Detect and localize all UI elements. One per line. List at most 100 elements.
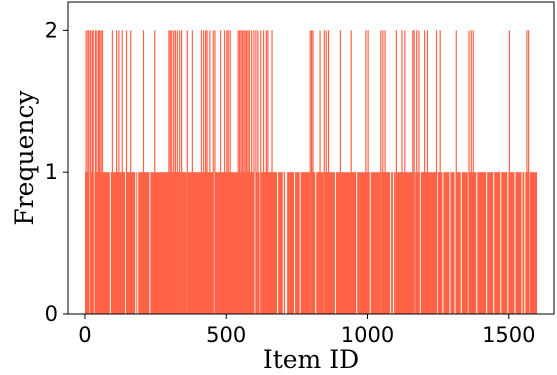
bar-value-2: [241, 30, 243, 314]
bar-value-2: [508, 30, 510, 314]
bar-gap: [109, 172, 111, 314]
bar-value-2: [384, 30, 386, 314]
bar-value-2: [248, 30, 251, 314]
bar-value-2: [214, 30, 216, 314]
bar-value-2: [528, 30, 530, 314]
bar-value-2: [424, 30, 426, 314]
bar-value-2: [251, 30, 253, 314]
bar-value-2: [91, 30, 93, 314]
bar-value-2: [116, 30, 118, 314]
bar-value-2: [247, 30, 249, 314]
bar-value-2: [455, 30, 457, 314]
bar-value-2: [118, 30, 120, 314]
y-axis-ticks: 0 1 2: [45, 18, 68, 326]
bar-value-2: [179, 30, 181, 314]
bar-value-2: [311, 30, 313, 314]
bar-gap: [476, 172, 478, 314]
bar-value-2: [181, 30, 183, 314]
bar-value-2: [257, 30, 259, 314]
bar-value-2: [205, 30, 207, 314]
bar-value-2: [327, 30, 330, 314]
bar-value-2: [237, 30, 239, 314]
bar-value-2: [186, 30, 188, 314]
bar-value-2: [367, 30, 369, 314]
bar-value-2: [171, 30, 173, 314]
bar-value-2: [90, 30, 92, 314]
y-tick-label: 2: [45, 18, 58, 42]
bar-value-2: [203, 30, 205, 314]
bar-value-2: [173, 30, 175, 314]
bar-value-2: [526, 30, 528, 314]
bar-gap: [467, 172, 469, 314]
bar-value-2: [92, 30, 94, 314]
bar-value-2: [382, 30, 384, 314]
bar-gap: [369, 172, 371, 314]
x-tick-label: 0: [78, 323, 91, 347]
bar-gap: [93, 172, 95, 314]
bar-gap: [125, 172, 127, 314]
bar-value-2: [435, 30, 438, 314]
bar-value-2: [380, 30, 382, 314]
bar-value-2: [209, 30, 211, 314]
bar-value-2: [325, 30, 327, 314]
bar-value-2: [174, 30, 177, 314]
bar-value-2: [240, 30, 242, 314]
bar-value-2: [206, 30, 208, 314]
bar-value-2: [125, 30, 128, 314]
bar-gap: [282, 172, 284, 314]
bar-value-2: [246, 30, 248, 314]
bar-value-2: [121, 30, 123, 314]
bar-value-2: [191, 30, 193, 314]
bar-gap: [315, 172, 317, 314]
bar-gap: [392, 172, 394, 314]
x-tick-label: 500: [206, 323, 246, 347]
bar-value-2: [168, 30, 170, 314]
bar-value-2: [319, 30, 321, 314]
x-axis-title: Item ID: [263, 345, 359, 374]
bar-value-2: [312, 30, 314, 314]
bar-gap: [500, 172, 502, 314]
bar-value-2: [262, 30, 265, 314]
bar-gap: [135, 172, 137, 314]
bar-value-2: [96, 30, 98, 314]
bar-value-2: [365, 30, 367, 314]
bar-gap: [514, 172, 516, 314]
bar-value-2: [226, 30, 228, 314]
bar-gap: [259, 172, 261, 314]
plot-frame: [67, 1, 555, 315]
bar-gap: [254, 172, 256, 314]
bar-gap: [137, 172, 139, 314]
bar-value-2: [244, 30, 246, 314]
bar-gap: [436, 172, 438, 314]
bar-value-2: [309, 30, 311, 314]
bar-gap: [524, 172, 526, 314]
bar-value-2: [85, 30, 87, 314]
bar-value-2: [468, 30, 470, 314]
y-tick-label: 0: [45, 302, 58, 326]
bar-value-2: [220, 30, 222, 314]
bar-gap: [277, 172, 279, 314]
bar-value-2: [212, 30, 214, 314]
bar-value-2: [176, 30, 178, 314]
bar-value-2: [350, 30, 352, 314]
bar-value-2: [100, 30, 102, 314]
y-axis-title: Frequency: [10, 90, 39, 226]
bar-value-2: [253, 30, 255, 314]
bar-gap: [149, 172, 151, 314]
bar-value-2: [401, 30, 403, 314]
bar-gap: [285, 172, 287, 314]
bar-value-2: [169, 30, 171, 314]
bar-gap: [493, 172, 495, 314]
bar-value-2: [227, 30, 229, 314]
bar-value-2: [130, 30, 132, 314]
bar-gap: [442, 172, 444, 314]
bar-gap: [449, 172, 451, 314]
bar-gap: [89, 172, 91, 314]
bar-gap: [486, 172, 488, 314]
bar-value-2: [265, 30, 267, 314]
bar-value-2: [472, 30, 474, 314]
bar-gap: [299, 172, 301, 314]
bar-value-2: [412, 30, 414, 314]
bar-value-2: [229, 30, 231, 314]
